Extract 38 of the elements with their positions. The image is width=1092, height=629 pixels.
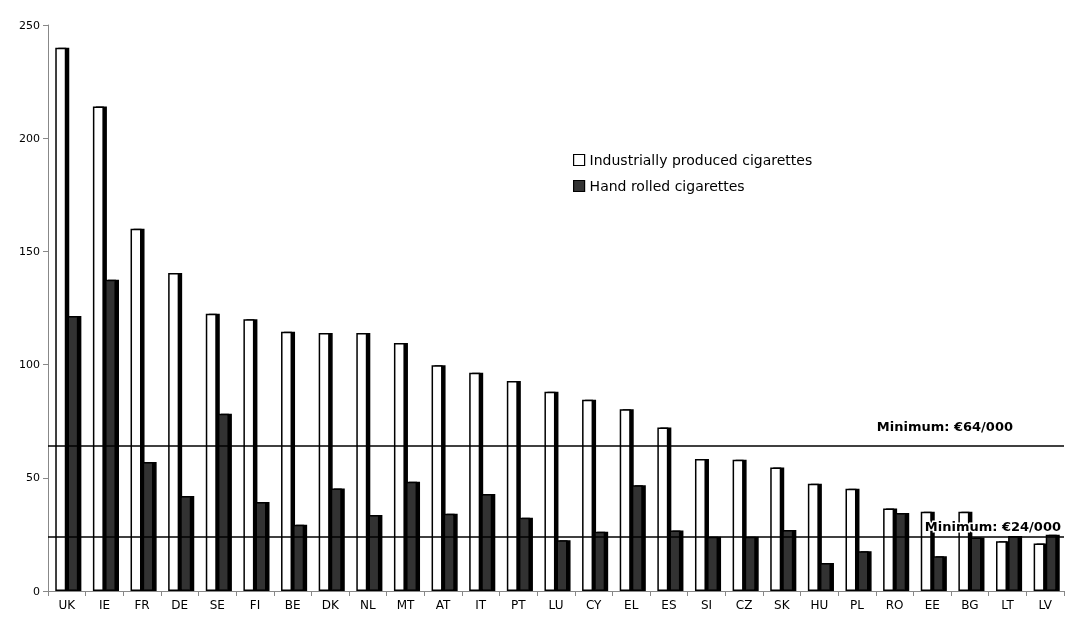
x-tick-label: DK [321,598,340,612]
x-tick-label: EE [924,598,940,612]
x-tick-label: CY [585,598,603,612]
x-tick-label: UK [58,598,77,612]
x-tick-label: PL [850,598,865,612]
y-tick-label: 150 [19,244,40,258]
x-tick-label: LU [548,598,564,612]
x-tick-label: SK [774,598,791,612]
x-tick-label: CZ [735,598,753,612]
y-tick-label: 200 [19,131,40,145]
x-tick-label: MT [396,598,415,612]
y-tick-label: 250 [19,18,40,32]
x-tick-label: IT [475,598,487,612]
x-tick-label: PT [511,598,527,612]
x-tick-label: NL [360,598,376,612]
x-tick-label: SI [700,598,713,612]
y-tick-label: 100 [19,358,40,372]
y-tick-label: 0 [33,584,40,598]
legend-label: Industrially produced cigarettes [589,152,813,168]
x-tick-label: IE [98,598,111,612]
x-tick-label: EL [624,598,639,612]
x-tick-label: RO [885,598,904,612]
x-tick-label: ES [661,598,677,612]
x-tick-label: FI [249,598,261,612]
x-tick-label: LV [1038,598,1053,612]
x-tick-label: HU [810,598,829,612]
bar [857,551,869,591]
x-tick-label: SE [209,598,225,612]
x-tick-label: LT [1001,598,1015,612]
ref-line-label: Minimum: €64/000 [876,419,1013,435]
x-tick-label: FR [134,598,150,612]
x-tick-label: AT [435,598,452,612]
x-tick-label: DE [171,598,189,612]
legend-label: Hand rolled cigarettes [589,178,745,194]
bar [556,540,568,591]
x-tick-label: BG [961,598,979,612]
y-tick-label: 50 [26,471,40,485]
x-tick-label: BE [284,598,301,612]
